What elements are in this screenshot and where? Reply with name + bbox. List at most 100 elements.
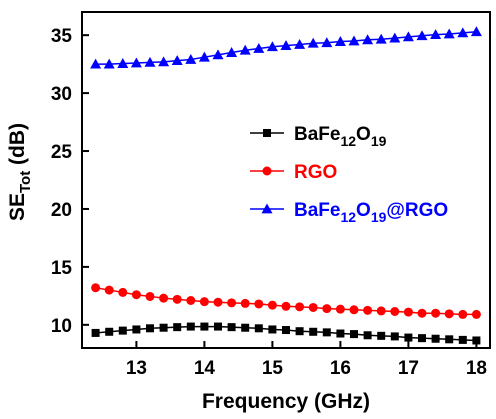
data-point <box>199 297 209 307</box>
y-tick-label: 30 <box>51 84 72 105</box>
data-point <box>103 58 115 69</box>
data-point <box>322 304 332 314</box>
y-axis-label-main: SE <box>6 193 29 221</box>
legend-item: RGO <box>250 162 337 183</box>
y-tick-label: 10 <box>51 316 72 337</box>
data-point <box>363 331 372 340</box>
legend-marker <box>263 129 271 137</box>
data-point <box>282 326 290 335</box>
data-point <box>91 283 101 293</box>
data-point <box>267 300 277 310</box>
data-point <box>472 336 481 345</box>
data-point <box>416 30 428 41</box>
data-point <box>458 309 468 319</box>
data-point <box>212 49 224 60</box>
legend-label-part: @RGO <box>386 200 448 221</box>
data-point <box>322 328 331 337</box>
data-point <box>321 37 333 48</box>
data-point <box>375 33 387 44</box>
data-point <box>390 332 399 341</box>
data-point <box>226 47 238 57</box>
y-tick-label: 15 <box>51 258 73 279</box>
series-3 <box>90 26 482 69</box>
data-point <box>336 329 345 338</box>
data-point <box>404 333 413 342</box>
series-2 <box>91 283 481 319</box>
data-point <box>90 58 102 69</box>
data-point <box>444 309 454 319</box>
data-point <box>363 305 373 315</box>
x-axis-label: Frequency (GHz) <box>202 390 370 413</box>
x-tick-label: 17 <box>398 358 419 379</box>
legend-marker <box>262 166 272 176</box>
data-point <box>349 305 359 315</box>
data-point <box>173 323 182 332</box>
data-point <box>185 54 197 64</box>
legend-label-subscript: 19 <box>371 133 387 149</box>
data-point <box>159 323 168 332</box>
legend-label: BaFe12O19@RGO <box>294 200 448 225</box>
y-axis-label-sub: Tot <box>17 171 34 193</box>
data-point <box>132 325 141 334</box>
data-point <box>171 55 183 66</box>
x-tick-label: 14 <box>194 358 216 379</box>
data-point <box>144 56 156 67</box>
data-point <box>253 42 265 53</box>
data-point <box>158 56 170 67</box>
data-point <box>266 41 278 52</box>
series-1 <box>91 322 481 345</box>
data-point <box>130 57 142 68</box>
data-point <box>227 323 236 332</box>
data-point <box>295 327 304 336</box>
data-point <box>307 37 319 48</box>
y-axis-label: SETot (dB) <box>6 123 34 221</box>
data-point <box>445 335 454 344</box>
data-point <box>402 31 414 42</box>
legend-label-part: BaFe <box>294 124 340 145</box>
data-point <box>348 35 360 46</box>
legend-label-part: O <box>356 200 371 221</box>
data-point <box>213 297 223 307</box>
legend-label: BaFe12O19 <box>294 124 387 149</box>
data-point <box>239 44 251 55</box>
data-point <box>268 325 277 334</box>
data-point <box>254 324 263 333</box>
legend-item: BaFe12O19@RGO <box>250 200 448 225</box>
data-point <box>390 307 400 317</box>
data-point <box>295 302 305 312</box>
data-point <box>471 309 481 319</box>
legend-label-part: BaFe <box>294 200 340 221</box>
data-point <box>241 323 250 332</box>
data-point <box>389 32 401 43</box>
data-point <box>240 298 250 308</box>
x-tick-label: 16 <box>330 358 351 379</box>
data-point <box>118 326 127 335</box>
data-point <box>105 327 114 336</box>
y-axis: 10 15 20 25 30 35 <box>51 26 89 337</box>
data-point <box>91 328 100 337</box>
data-point <box>254 299 264 309</box>
data-point <box>186 295 196 305</box>
data-point <box>458 335 467 344</box>
data-point <box>146 324 154 333</box>
x-tick-label: 15 <box>262 358 284 379</box>
data-point <box>294 38 306 49</box>
data-point <box>457 27 469 38</box>
legend-label: RGO <box>294 162 337 183</box>
x-axis: 13 14 15 16 17 18 <box>126 341 487 379</box>
series-layer <box>90 26 482 345</box>
data-point <box>159 293 169 303</box>
data-point <box>172 294 182 304</box>
data-point <box>200 322 209 331</box>
legend-label-subscript: 12 <box>340 133 356 149</box>
data-point <box>376 306 386 316</box>
data-point <box>309 327 318 336</box>
y-axis-label-unit: (dB) <box>6 123 29 171</box>
data-point <box>214 322 222 331</box>
legend-label-subscript: 19 <box>371 209 387 225</box>
data-point <box>362 34 374 45</box>
data-point <box>334 36 346 46</box>
x-tick-label: 13 <box>126 358 147 379</box>
legend-label-part: RGO <box>294 162 337 183</box>
data-point <box>308 302 318 312</box>
